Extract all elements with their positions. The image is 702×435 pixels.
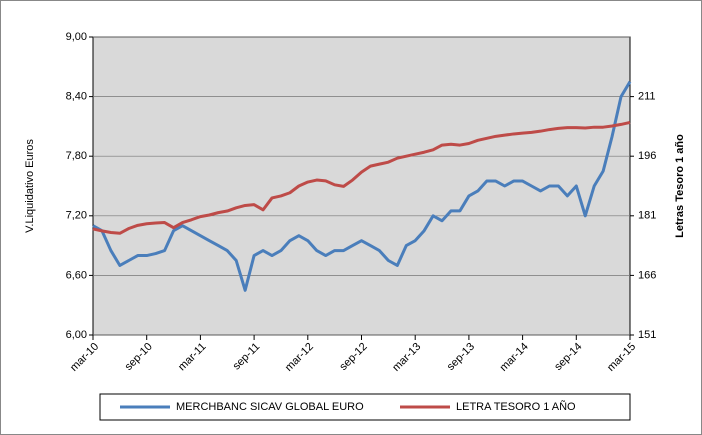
y-tick-label: 9,00 bbox=[66, 31, 87, 43]
y-axis-label: V.Liquidativo Euros bbox=[24, 139, 36, 233]
y2-axis-label: Letras Tesoro 1 año bbox=[674, 134, 686, 238]
y2-tick-label: 151 bbox=[638, 329, 656, 341]
y-tick-label: 7,80 bbox=[66, 150, 87, 162]
y-tick-label: 7,20 bbox=[66, 210, 87, 222]
legend-label: LETRA TESORO 1 AÑO bbox=[456, 400, 576, 413]
series-line bbox=[92, 80, 632, 292]
y2-tick-label: 196 bbox=[638, 150, 656, 162]
legend bbox=[99, 393, 631, 421]
y-tick-label: 6,00 bbox=[66, 329, 87, 341]
y2-tick-label: 211 bbox=[638, 91, 656, 103]
y-tick-label: 8,40 bbox=[66, 91, 87, 103]
series-line bbox=[92, 120, 631, 235]
legend-label: MERCHBANC SICAV GLOBAL EURO bbox=[176, 401, 364, 413]
plot-area bbox=[92, 36, 631, 336]
y2-tick-label: 181 bbox=[638, 210, 656, 222]
y2-tick-label: 166 bbox=[638, 269, 656, 281]
y-tick-label: 6,60 bbox=[66, 269, 87, 281]
